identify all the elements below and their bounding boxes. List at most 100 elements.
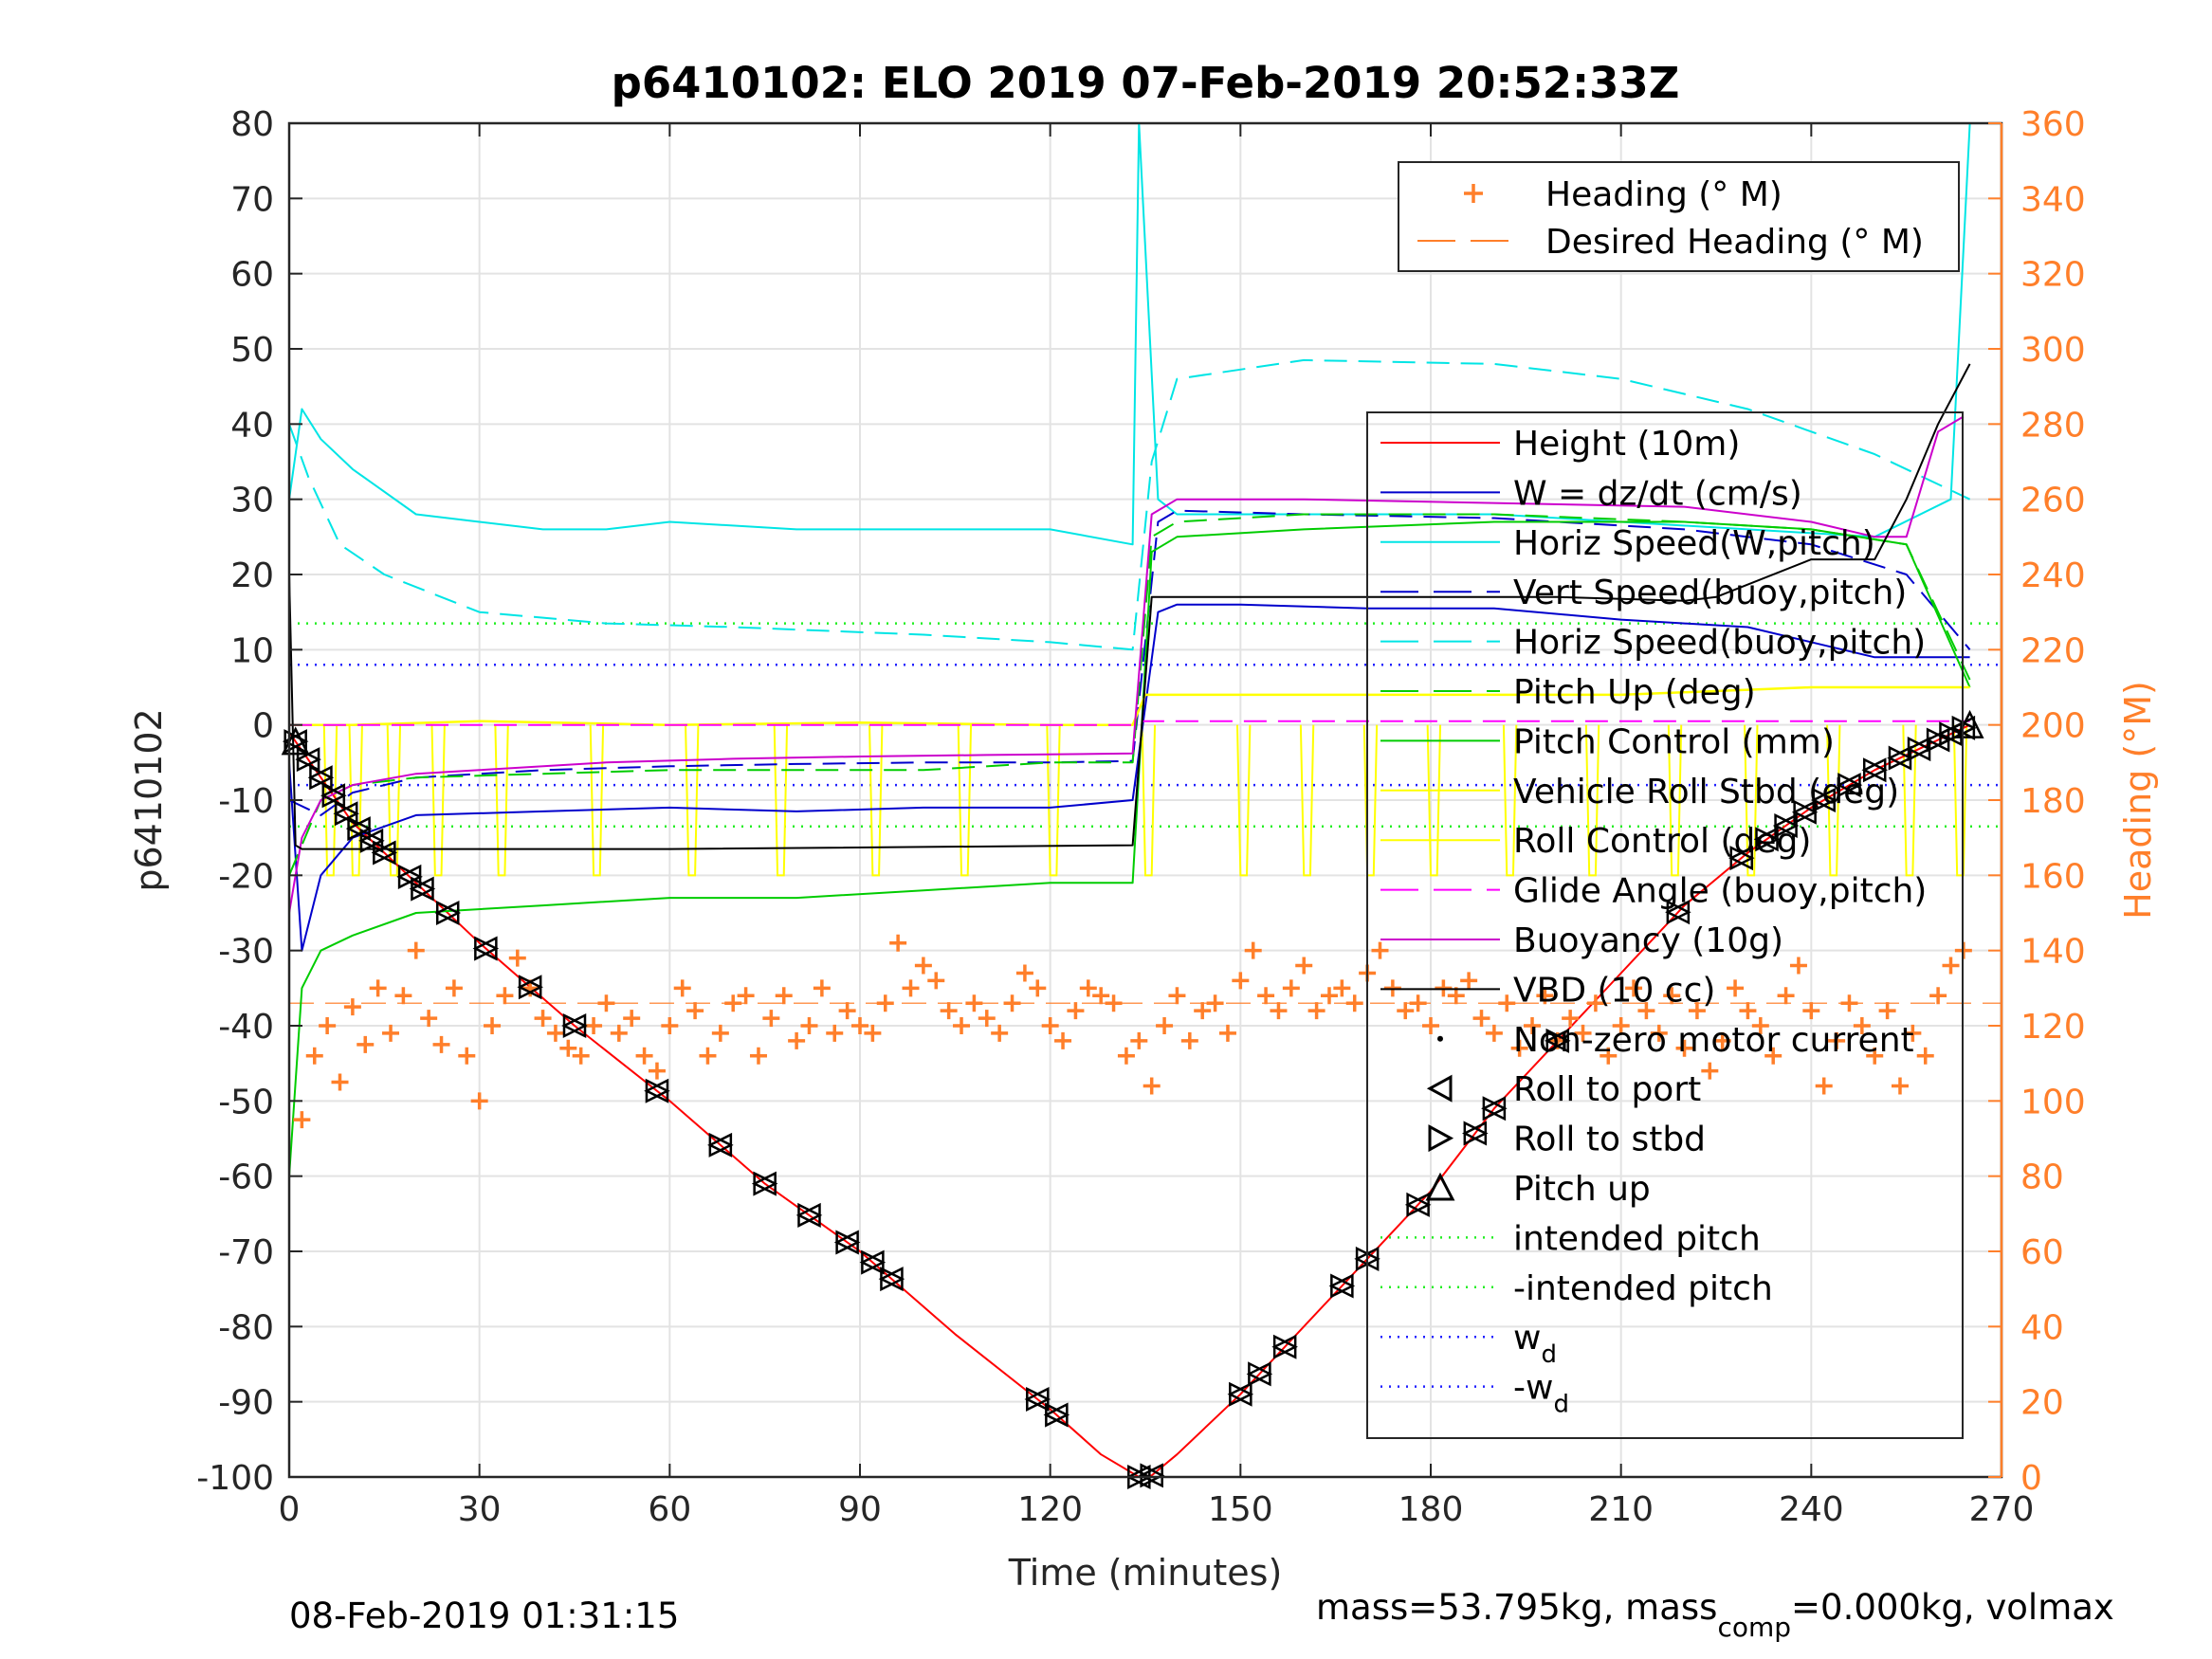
x-tick-label: 30 (458, 1490, 502, 1529)
heading-marker (1866, 1047, 1884, 1065)
roll-to-stbd-marker (1330, 1273, 1356, 1299)
heading-marker (889, 934, 907, 952)
legend-label-main: -w (1513, 1369, 1553, 1408)
roll-to-stbd-marker (1272, 1334, 1298, 1359)
y2-tick-label: 0 (2020, 1459, 2042, 1498)
heading-marker (686, 1002, 704, 1020)
y-axis-label: p6410102 (128, 708, 170, 891)
roll-to-stbd-marker (1463, 1121, 1489, 1146)
heading-marker (699, 1047, 717, 1065)
legend-top-label: Desired Heading (° M) (1545, 223, 1924, 262)
legend-top: Heading (° M) Desired Heading (° M) (1398, 161, 1960, 272)
heading-marker (356, 1035, 375, 1053)
roll-control-spike (1141, 724, 1157, 877)
roll-to-stbd-marker (861, 1249, 887, 1275)
roll-control-spike (773, 724, 789, 877)
y2-tick-label: 120 (2020, 1008, 2086, 1047)
y2-tick-label: 300 (2020, 331, 2086, 370)
roll-to-stbd-marker (1862, 757, 1889, 783)
roll-to-stbd-marker (1907, 737, 1932, 762)
series-horiz-speed-buoy-pitch (288, 358, 1971, 651)
heading-marker (1054, 1031, 1072, 1049)
y-tick-label: 40 (230, 406, 274, 445)
heading-marker (1586, 994, 1604, 1012)
heading-marker (978, 1010, 996, 1028)
roll-to-stbd-marker (1939, 721, 1965, 747)
heading-marker (648, 1062, 666, 1080)
heading-marker (407, 941, 425, 959)
legend-main-label: intended pitch (1513, 1219, 1761, 1258)
heading-marker (1079, 979, 1097, 997)
footer-mass-sub: comp (1717, 1612, 1791, 1643)
x-tick-label: 270 (1969, 1490, 2035, 1529)
roll-control-spike (589, 724, 605, 877)
legend-main-label: Vert Speed(buoy,pitch) (1513, 574, 1907, 612)
heading-marker (1307, 1002, 1325, 1020)
x-tick-label: 150 (1208, 1490, 1273, 1529)
footer-mass-suffix: =0.000kg, volmax (1791, 1587, 2114, 1628)
heading-marker (369, 979, 387, 997)
y2-tick-label: 80 (2020, 1158, 2064, 1197)
roll-to-stbd-marker (562, 1012, 588, 1039)
roll-control-spike (1235, 724, 1252, 877)
heading-marker (1003, 994, 1021, 1012)
footer-mass: mass=53.795kg, masscomp=0.000kg, volmax (1316, 1587, 2114, 1643)
heading-marker (762, 1010, 780, 1028)
heading-marker (1041, 1017, 1059, 1034)
legend-top-label: Heading (° M) (1545, 175, 1782, 214)
roll-to-stbd-marker (708, 1132, 734, 1158)
heading-marker (508, 949, 526, 967)
heading-marker (1675, 1039, 1693, 1057)
heading-marker (1371, 941, 1389, 959)
heading-marker (1143, 1077, 1161, 1095)
heading-marker (914, 957, 932, 975)
roll-control-spike (1952, 724, 1968, 877)
heading-marker (458, 1047, 476, 1065)
series-w-dz-dt-cm-s (288, 603, 1970, 952)
heading-marker (1727, 979, 1745, 997)
legend-main-label: Height (10m) (1513, 425, 1740, 464)
y-tick-label: 20 (230, 556, 274, 595)
legend-main-label: wd (1513, 1319, 1557, 1369)
legend-main-label: Buoyancy (10g) (1513, 921, 1783, 960)
legend-main-label: Non-zero motor current (1513, 1021, 1914, 1060)
heading-marker (1472, 1010, 1490, 1028)
roll-control-spike (868, 724, 884, 877)
heading-marker (1942, 957, 1960, 975)
y-tick-label: 60 (230, 256, 274, 295)
roll-to-stbd-marker (435, 900, 462, 926)
roll-to-stbd-marker (1482, 1096, 1508, 1121)
heading-marker (1637, 1002, 1655, 1020)
heading-marker (1789, 957, 1807, 975)
y2-tick-label: 160 (2020, 857, 2086, 896)
series-vert-speed-buoy-pitch (288, 509, 1971, 816)
roll-to-stbd-marker (1729, 846, 1755, 871)
roll-to-stbd-marker (309, 765, 335, 791)
heading-marker (1244, 941, 1262, 959)
roll-control-spike (1584, 724, 1600, 877)
heading-marker (1688, 1002, 1706, 1020)
roll-control-spike (494, 724, 509, 877)
heading-marker (1485, 1024, 1503, 1042)
chart-title: p6410102: ELO 2019 07-Feb-2019 20:52:33Z (612, 58, 1680, 108)
heading-marker (1904, 1024, 1922, 1042)
legend-main: Height (10m) W = dz/dt (cm/s) Horiz Speed(… (1366, 411, 1964, 1439)
y-tick-label: 80 (230, 105, 274, 144)
legend-top-box (1398, 161, 1960, 272)
roll-to-stbd-marker (880, 1267, 905, 1292)
roll-to-stbd-marker (1774, 812, 1800, 838)
y-tick-label: -40 (218, 1008, 274, 1047)
y2-tick-label: 340 (2020, 180, 2086, 219)
heading-marker (1180, 1031, 1198, 1049)
heading-marker (1815, 1077, 1833, 1095)
heading-marker (1092, 987, 1110, 1005)
heading-marker (293, 1111, 311, 1129)
series-buoyancy-10g (288, 415, 1965, 914)
y2-tick-label: 220 (2020, 631, 2086, 670)
legend-pitchup-icon (1425, 1172, 1455, 1201)
heading-marker (305, 1047, 323, 1065)
x-tick-label: 210 (1588, 1490, 1654, 1529)
series-layer (288, 122, 2002, 1478)
roll-to-stbd-marker (334, 801, 359, 827)
y2-tick-label: 200 (2020, 707, 2086, 746)
